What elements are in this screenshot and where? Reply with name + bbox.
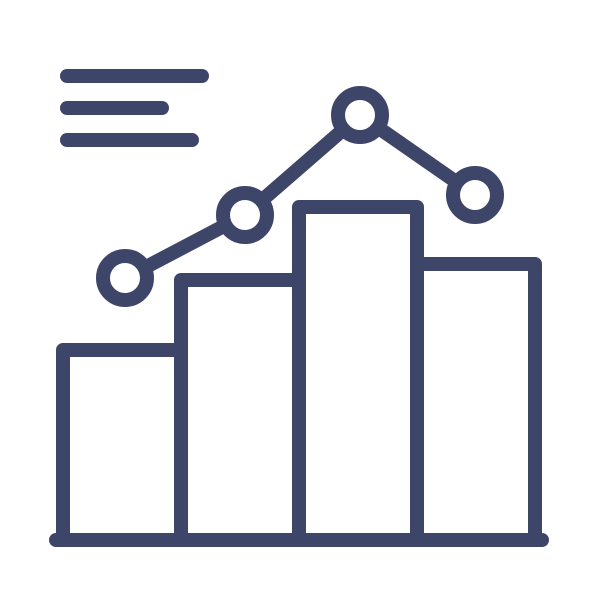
analytics-chart-icon bbox=[0, 0, 600, 600]
